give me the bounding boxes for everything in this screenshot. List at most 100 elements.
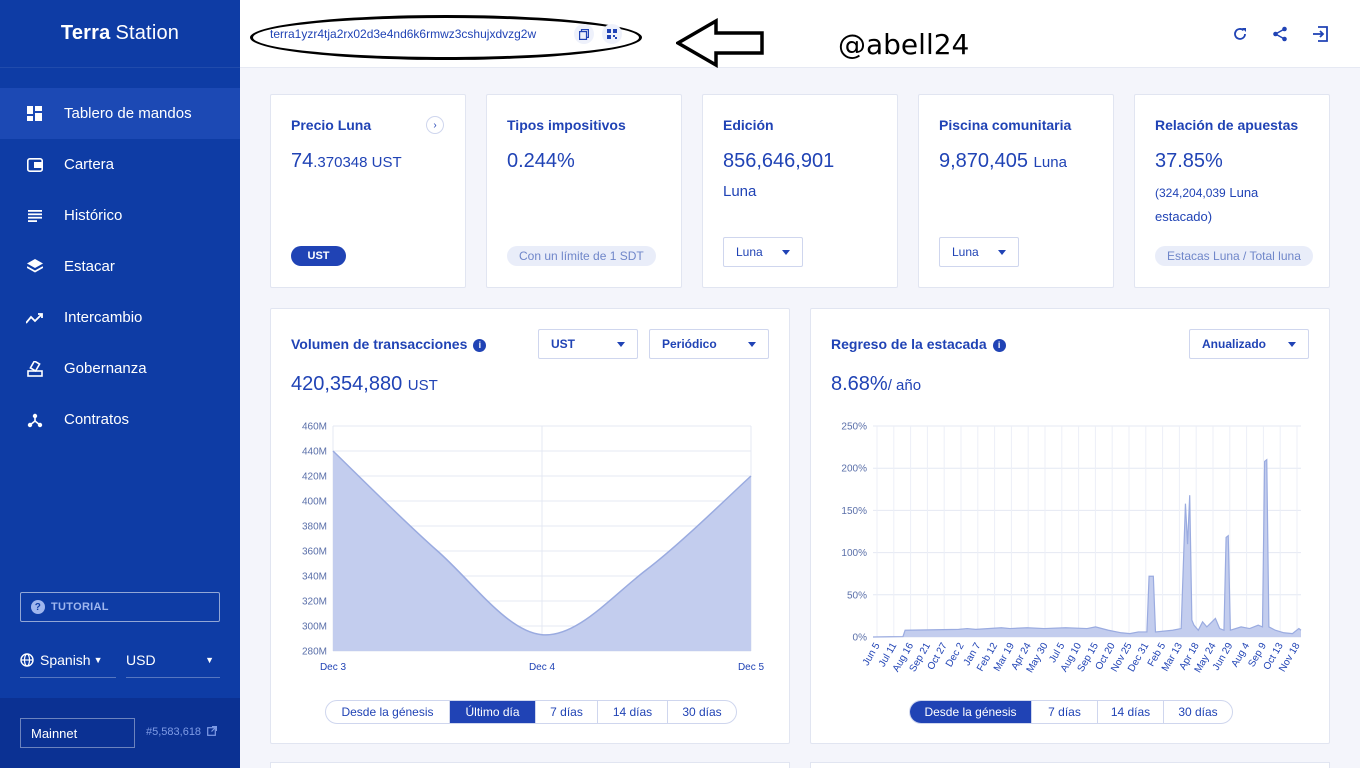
card-value: 0.244% [507,150,575,172]
denom-badge[interactable]: UST [291,246,346,266]
tx-period-select[interactable]: Periódico [649,329,769,359]
y-tick-label: 50% [847,590,867,601]
card-title: Regreso de la estacada i [831,336,1006,352]
range-option[interactable]: Desde la génesis [326,701,450,723]
governance-icon [26,360,43,377]
sidebar-item-label: Intercambio [64,309,143,326]
return-unit: / año [887,377,922,394]
y-tick-label: 200% [841,464,867,475]
copy-icon [579,28,589,40]
tutorial-button[interactable]: ? TUTORIAL [20,592,220,622]
sidebar-item-label: Histórico [64,207,123,224]
info-icon[interactable]: i [992,338,1006,352]
return-rate: 8.68% [831,373,888,395]
series-line [872,458,1302,638]
range-option[interactable]: 30 días [1178,705,1218,719]
chevron-right-button[interactable]: › [426,116,444,134]
qr-code-button[interactable] [602,24,622,44]
help-icon: ? [31,600,45,614]
issuance-denom-select[interactable]: Luna [723,237,803,267]
chevron-down-icon: ▼ [205,654,214,665]
y-tick-label: 100% [841,548,867,559]
card-staking-ratio: Relación de apuestas 37.85% (324,204,039… [1134,94,1330,288]
x-tick-label: Dec 5 [738,662,765,673]
logout-button[interactable] [1310,24,1330,44]
sidebar-item-history[interactable]: Histórico [0,190,240,241]
y-tick-label: 300M [302,622,327,633]
select-value: Periódico [662,337,717,351]
header: terra1yzr4tja2rx02d3e4nd6k6rmwz3cshujxdv… [240,0,1360,68]
range-option[interactable]: 7 días [536,701,598,723]
pool-denom-select[interactable]: Luna [939,237,1019,267]
return-mode-select[interactable]: Anualizado [1189,329,1309,359]
sidebar-item-stake[interactable]: Estacar [0,241,240,292]
share-button[interactable] [1270,24,1290,44]
language-select[interactable]: Spanish ▼ [20,642,116,678]
card-title: Piscina comunitaria [939,117,1072,133]
sidebar-item-contracts[interactable]: Contratos [0,394,240,445]
range-option[interactable]: Desde la génesis [910,701,1032,723]
logo-light: Station [115,22,180,44]
refresh-button[interactable] [1230,24,1250,44]
chevron-down-icon: ▼ [93,654,103,665]
sidebar-item-swap[interactable]: Intercambio [0,292,240,343]
block-height-link[interactable]: #5,583,618 [146,725,218,738]
price-integer: 74 [291,150,314,172]
range-option[interactable]: 7 días [1032,701,1098,723]
select-value: UST [551,337,575,351]
sidebar-nav: Tablero de mandos Cartera Histórico Esta… [0,88,240,445]
staked-unit: Luna [1229,185,1259,200]
tx-volume-unit: UST [407,377,438,394]
sidebar-item-label: Contratos [64,411,130,428]
tx-range-selector: Desde la génesis Último día 7 días 14 días 3… [325,700,737,724]
layers-icon [26,258,43,275]
refresh-icon [1234,28,1246,40]
pool-amount: 9,870,405 [939,150,1028,172]
ratio-badge: Estacas Luna / Total luna [1155,246,1313,266]
card-value: 856,646,901 [723,150,835,172]
sidebar-item-label: Gobernanza [64,360,147,377]
sidebar: Terra Station Tablero de mandos Cartera … [0,0,240,768]
price-decimals: .370348 UST [313,154,402,171]
range-option[interactable]: 14 días [1098,701,1164,723]
series-area [873,459,1301,637]
info-icon[interactable]: i [473,338,487,352]
y-tick-label: 340M [302,572,327,583]
annotation-oval [250,15,642,60]
sidebar-footer: Mainnet #5,583,618 [0,698,240,768]
tutorial-label: TUTORIAL [51,601,109,613]
range-option[interactable]: 30 días [682,705,722,719]
logo[interactable]: Terra Station [0,0,240,68]
locale-selectors: Spanish ▼ USD ▼ [20,642,220,678]
card-value: 74.370348 UST [291,150,402,173]
card-value: 9,870,405 Luna [939,150,1067,173]
annotation-handle: @abell24 [838,28,970,61]
x-tick-label: Dec 2 [944,641,967,670]
series-area [333,451,751,651]
sidebar-item-dashboard[interactable]: Tablero de mandos [0,88,240,139]
card-title: Precio Luna [291,117,372,133]
y-tick-label: 380M [302,522,327,533]
logo-bold: Terra [60,22,111,44]
sidebar-item-wallet[interactable]: Cartera [0,139,240,190]
language-value: Spanish [40,651,91,668]
copy-button[interactable] [574,24,594,44]
range-option[interactable]: Último día [450,701,536,723]
y-tick-label: 250% [841,422,867,433]
globe-icon [20,652,34,667]
card-staking-return: Regreso de la estacada i Anualizado 8.68%… [810,308,1330,744]
currency-value: USD [126,651,156,668]
currency-select[interactable]: USD ▼ [126,642,220,678]
qr-code-icon [607,29,617,39]
sidebar-item-governance[interactable]: Gobernanza [0,343,240,394]
annotation-arrow [676,18,764,68]
network-select[interactable]: Mainnet [20,718,135,748]
tx-volume-amount: 420,354,880 [291,373,403,395]
wallet-icon [26,156,43,173]
caret-down-icon [1288,341,1296,347]
card-value: 37.85% [1155,150,1223,172]
tx-currency-select[interactable]: UST [538,329,638,359]
range-option[interactable]: 14 días [598,701,668,723]
pool-unit: Luna [1033,154,1067,171]
caret-down-icon [617,341,625,347]
